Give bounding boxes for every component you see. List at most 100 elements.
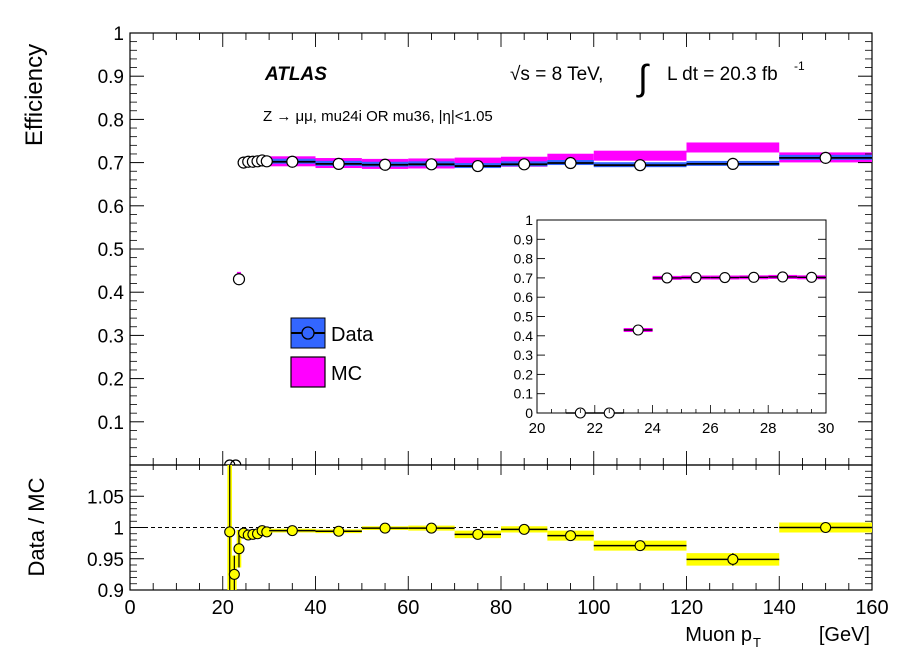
ratio-ytick-label-0: 0.9 <box>98 581 124 602</box>
legend-mc-swatch <box>290 356 326 388</box>
inset-ytick-label-6: 0.6 <box>514 289 534 305</box>
main-x-ticks <box>129 33 873 465</box>
main-ytick-label-1: 0.2 <box>98 370 124 391</box>
data-point-edge <box>224 459 236 466</box>
inset-ytick-label-8: 0.8 <box>514 251 534 267</box>
inset-xtick-label-0: 20 <box>529 420 546 437</box>
ratio-ytick-label-3: 1.05 <box>87 487 124 508</box>
main-ytick-label-9: 1 <box>113 24 124 45</box>
process-label: Z → μμ, mu24i OR mu36, |η|<1.05 <box>263 108 493 125</box>
ratio-ytick-label-2: 1 <box>113 519 124 540</box>
atlas-label: ATLAS <box>264 64 327 85</box>
main-ytick-label-2: 0.3 <box>98 326 124 347</box>
inset-xtick-label-3: 26 <box>702 420 719 437</box>
inset-ytick-label-2: 0.2 <box>514 366 534 382</box>
x-axis-label: Muon p <box>685 624 752 646</box>
ratio-point-11 <box>379 522 391 534</box>
main-marks <box>224 142 872 466</box>
integral-sign: ∫ <box>636 57 650 98</box>
inset-point-2 <box>632 324 644 336</box>
inset-ytick-label-7: 0.7 <box>514 270 534 286</box>
data-point-8 <box>260 155 273 168</box>
ratio-point-edge <box>230 459 242 466</box>
inset-ytick-label-1: 0.1 <box>514 386 534 402</box>
legend: Data MC <box>290 317 374 388</box>
luminosity-superscript: -1 <box>794 59 805 73</box>
ratio-point-16 <box>634 540 646 552</box>
inset-point-3 <box>661 272 673 284</box>
energy-label: √s = 8 TeV, <box>510 64 603 85</box>
inset-ytick-label-5: 0.5 <box>514 309 534 325</box>
inset-xtick-label-1: 22 <box>586 420 603 437</box>
inset-ytick-label-3: 0.3 <box>514 347 534 363</box>
data-point-18 <box>819 151 832 164</box>
inset-frame <box>536 219 827 414</box>
mc-band-8 <box>686 142 780 153</box>
x-axis-label-unit: [GeV] <box>819 624 870 646</box>
ratio-point-15 <box>565 530 577 542</box>
data-point-15 <box>564 156 577 170</box>
ratio-ytick-label-1: 0.95 <box>87 550 124 571</box>
data-point-14 <box>518 158 531 171</box>
inset-marks <box>565 271 826 419</box>
ratio-point-18 <box>820 521 832 534</box>
ratio-xtick-label-5: 100 <box>577 597 610 619</box>
main-ytick-label-4: 0.5 <box>98 240 124 261</box>
inset-point-6 <box>748 271 760 283</box>
inset-y-ticks: 0 0.1 0.2 0.3 0.4 0.5 0.6 0.7 0.8 0.9 1 <box>514 212 826 421</box>
inset-xtick-label-5: 30 <box>818 420 835 437</box>
ratio-point-17 <box>727 553 739 565</box>
ratio-xtick-label-8: 160 <box>855 597 888 619</box>
ratio-xtick-label-6: 120 <box>670 597 703 619</box>
ratio-point-10 <box>333 525 345 537</box>
inset-ytick-label-0: 0 <box>525 405 533 421</box>
data-point-9 <box>286 155 299 168</box>
ratio-point-9 <box>286 525 298 537</box>
ratio-point-13 <box>472 528 484 540</box>
ratio-xtick-label-2: 40 <box>304 597 326 619</box>
inset-x-ticks: 20 22 24 26 28 30 <box>529 405 835 437</box>
main-y-axis-label: Efficiency <box>21 44 48 146</box>
inset-ytick-label-10: 1 <box>525 212 533 228</box>
ratio-panel: 0.9 0.95 1 1.05 0 20 40 60 80 100 120 140 160 Data … <box>24 459 889 650</box>
data-point-13 <box>471 159 484 173</box>
ratio-marks <box>130 459 872 590</box>
ratio-point-0 <box>224 526 236 538</box>
inset-point-8 <box>805 271 818 283</box>
ratio-xtick-label-1: 20 <box>212 597 234 619</box>
main-ytick-label-5: 0.6 <box>98 197 124 218</box>
legend-data-marker <box>301 326 315 340</box>
ratio-xtick-label-7: 140 <box>763 597 796 619</box>
main-ytick-label-8: 0.9 <box>98 67 124 88</box>
main-panel: 0.10.20.30.40.50.60.70.80.91 Efficiency … <box>21 24 873 466</box>
data-point-17 <box>726 157 739 170</box>
ratio-x-ticks: 0 20 40 60 80 100 120 140 160 <box>124 465 889 619</box>
inset-point-7 <box>777 271 789 283</box>
inset-xtick-label-2: 24 <box>644 420 661 437</box>
main-ytick-label-3: 0.4 <box>98 283 125 304</box>
ratio-y-axis-label: Data / MC <box>24 477 49 576</box>
data-point-11 <box>378 158 392 171</box>
ratio-xtick-label-3: 60 <box>397 597 419 619</box>
data-point-12 <box>425 158 438 171</box>
data-point-2 <box>232 273 246 286</box>
data-point-10 <box>332 157 345 170</box>
ratio-xtick-label-4: 80 <box>490 597 512 619</box>
inset-ytick-label-4: 0.4 <box>514 328 534 344</box>
main-ytick-label-7: 0.8 <box>98 110 124 131</box>
main-ytick-label-0: 0.1 <box>98 413 124 434</box>
main-y-ticks: 0.1 0.2 0.3 0.4 0.5 0.6 0.7 0.8 0.9 1 <box>98 24 872 457</box>
data-point-16 <box>634 159 647 172</box>
inset-point-5 <box>719 271 731 284</box>
inset-xtick-label-4: 28 <box>760 420 777 437</box>
ratio-point-12 <box>425 522 437 534</box>
ratio-xtick-label-0: 0 <box>124 597 135 619</box>
x-axis-label-subscript: T <box>753 635 761 650</box>
ratio-y-ticks: 0.9 0.95 1 1.05 <box>87 470 872 602</box>
ratio-point-1 <box>228 568 240 580</box>
ratio-point-14 <box>518 523 530 535</box>
legend-data-label: Data <box>331 324 374 346</box>
legend-mc-label: MC <box>331 363 362 385</box>
mc-band-7 <box>593 150 687 161</box>
